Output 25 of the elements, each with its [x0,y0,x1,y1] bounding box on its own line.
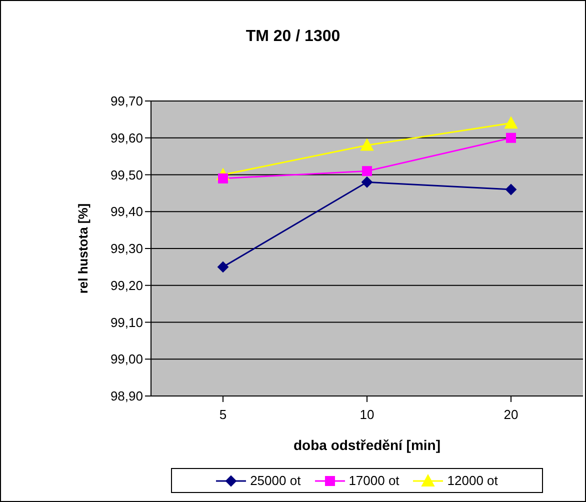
y-tick-label: 99,30 [110,241,143,256]
y-axis-title: rel hustota [%] [76,203,91,294]
point [506,184,516,195]
x-tick-label: 5 [219,407,227,422]
legend-label: 25000 ot [250,473,301,488]
y-tick-label: 99,00 [110,352,143,367]
y-tick-label: 99,10 [110,314,143,330]
x-tick-label: 20 [504,407,518,422]
chart-title: TM 20 / 1300 [244,28,342,46]
y-tick-label: 98,90 [110,388,143,404]
y-tick-label: 99,50 [110,167,143,182]
y-tick-label: 99,60 [110,130,143,146]
legend-label: 12000 ot [447,473,498,488]
point [218,261,228,272]
point [362,176,372,188]
y-tick-label: 99,70 [110,94,143,109]
legend-label: 17000 ot [348,473,400,488]
y-tick-label: 99,20 [110,278,143,293]
point [504,116,518,129]
x-axis-title: doba odstředění [min] [294,437,440,453]
point [362,166,372,176]
x-tick-label: 10 [360,407,374,422]
y-tick-label: 99,40 [110,204,143,220]
point [360,138,374,151]
point [506,132,516,143]
